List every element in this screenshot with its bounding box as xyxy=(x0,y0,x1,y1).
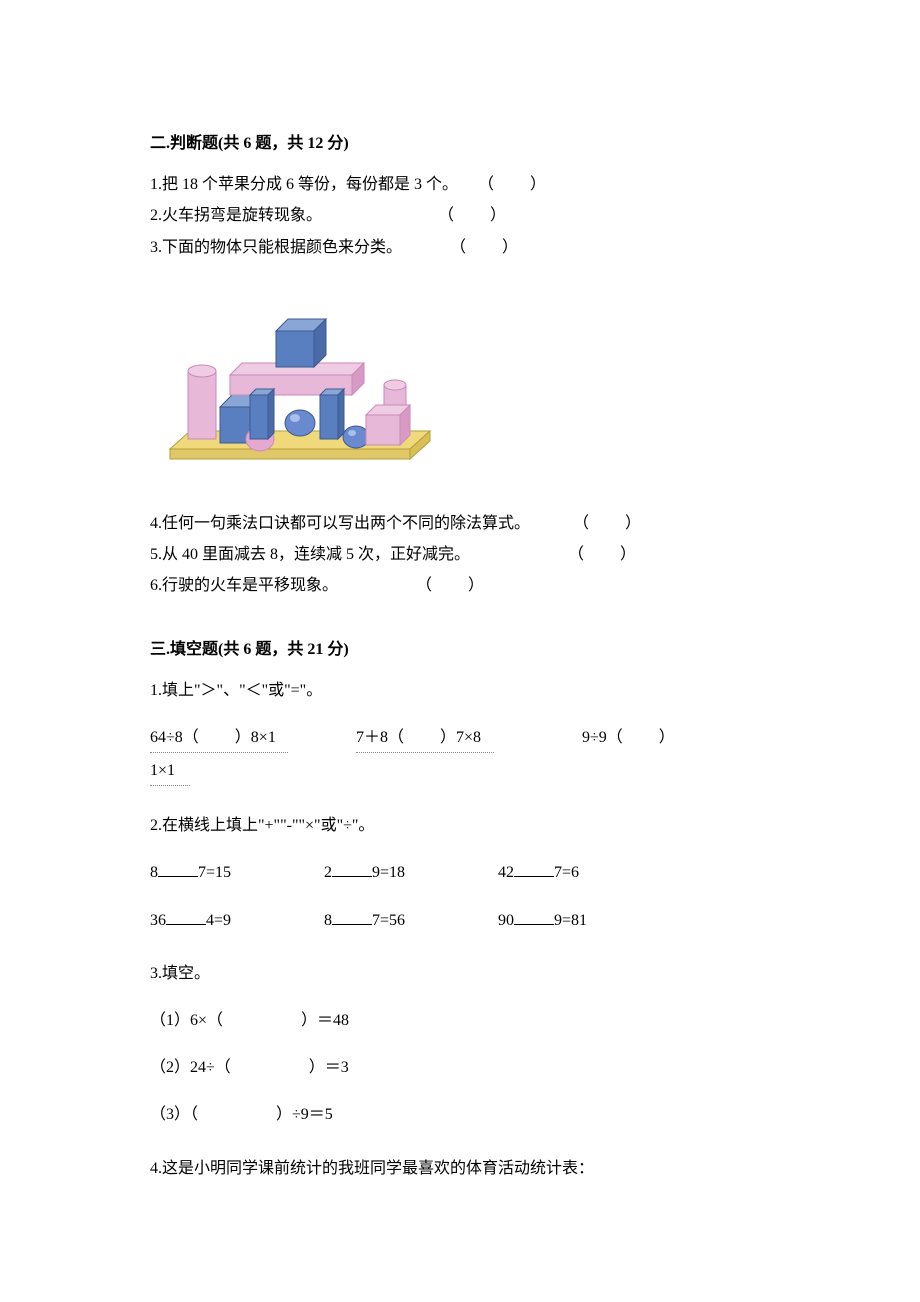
paren-open: （ xyxy=(416,577,432,594)
s3-q1-e1b: ）8×1 xyxy=(235,724,276,751)
paren-open: （ xyxy=(568,546,584,563)
s3-q3-prompt: 3.填空。 xyxy=(150,960,770,987)
s3-q2-1a-l: 8 xyxy=(150,859,158,886)
s3-q3-c-r: ）÷9＝5 xyxy=(276,1106,333,1123)
s2-q2: 2.火车拐弯是旋转现象。 （ ） xyxy=(150,202,770,229)
s3-q3-a: （1）6×（ ）＝48 xyxy=(150,1007,770,1034)
paren-open: （ xyxy=(573,515,589,532)
s3-q1-e1a: 64÷8（ xyxy=(150,724,199,751)
paren-open: （ xyxy=(438,207,454,224)
s2-q1: 1.把 18 个苹果分成 6 等份，每份都是 3 个。 （ ） xyxy=(150,171,770,198)
paren-open: （ xyxy=(478,176,494,193)
paren-close: ） xyxy=(625,515,641,532)
s2-q6: 6.行驶的火车是平移现象。 （ ） xyxy=(150,572,770,599)
s3-q2-2b-l: 8 xyxy=(324,907,332,934)
s3-q3-c: （3）（ ）÷9＝5 xyxy=(150,1101,770,1128)
s3-q2-1c-l: 42 xyxy=(498,859,514,886)
s3-q2-1c-r: 7=6 xyxy=(554,859,579,886)
s2-q4: 4.任何一句乘法口诀都可以写出两个不同的除法算式。 （ ） xyxy=(150,510,770,537)
s3-q1-e3b: ） xyxy=(659,724,675,751)
section3-header: 三.填空题(共 6 题，共 21 分) xyxy=(150,636,770,663)
s2-q6-text: 6.行驶的火车是平移现象。 xyxy=(150,577,338,594)
s3-q3-a-r: ）＝48 xyxy=(301,1012,349,1029)
s3-q3-c-l: （3）（ xyxy=(150,1106,198,1123)
s3-q2-2b-r: 7=56 xyxy=(372,907,405,934)
section2-header: 二.判断题(共 6 题，共 12 分) xyxy=(150,130,770,157)
s3-q2-1b-l: 2 xyxy=(324,859,332,886)
paren-close: ） xyxy=(468,577,484,594)
s3-q3-b-r: ）＝3 xyxy=(309,1059,349,1076)
s3-q2-2a-l: 36 xyxy=(150,907,166,934)
s3-q4: 4.这是小明同学课前统计的我班同学最喜欢的体育活动统计表： xyxy=(150,1155,770,1182)
s3-q2-2a-r: 4=9 xyxy=(206,907,231,934)
s3-q1-e3a: 9÷9（ xyxy=(582,724,623,751)
paren-open: （ xyxy=(450,239,466,256)
s3-q2-row1: 8 7=15 2 9=18 42 7=6 xyxy=(150,859,770,886)
s2-q1-text: 1.把 18 个苹果分成 6 等份，每份都是 3 个。 xyxy=(150,176,458,193)
s3-q1-e2a: 7＋8（ xyxy=(356,724,404,751)
s3-q2-2c-r: 9=81 xyxy=(554,907,587,934)
s2-q3-text: 3.下面的物体只能根据颜色来分类。 xyxy=(150,239,402,256)
s3-q3-b-l: （2）24÷（ xyxy=(150,1059,231,1076)
paren-close: ） xyxy=(620,546,636,563)
s3-q2-prompt: 2.在横线上填上"+""-""×"或"÷"。 xyxy=(150,812,770,839)
s2-q3: 3.下面的物体只能根据颜色来分类。 （ ） xyxy=(150,234,770,261)
s3-q1-wrap: 1×1 xyxy=(150,757,770,786)
paren-close: ） xyxy=(502,239,518,256)
s3-q3-b: （2）24÷（ ）＝3 xyxy=(150,1054,770,1081)
paren-close: ） xyxy=(490,207,506,224)
s3-q2-2c-l: 90 xyxy=(498,907,514,934)
s3-q2-row2: 36 4=9 8 7=56 90 9=81 xyxy=(150,907,770,934)
s3-q1-row: 64÷8（ ）8×1 7＋8（ ）7×8 9÷9（ ） xyxy=(150,724,770,753)
blocks-figure xyxy=(160,281,770,480)
s2-q2-text: 2.火车拐弯是旋转现象。 xyxy=(150,207,322,224)
s2-q5-text: 5.从 40 里面减去 8，连续减 5 次，正好减完。 xyxy=(150,546,470,563)
s3-q2-1b-r: 9=18 xyxy=(372,859,405,886)
s2-q5: 5.从 40 里面减去 8，连续减 5 次，正好减完。 （ ） xyxy=(150,541,770,568)
s3-q2-1a-r: 7=15 xyxy=(198,859,231,886)
s3-q1-e2b: ）7×8 xyxy=(440,724,481,751)
paren-close: ） xyxy=(530,176,546,193)
s3-q3-a-l: （1）6×（ xyxy=(150,1012,223,1029)
s3-q1-prompt: 1.填上"＞"、"＜"或"="。 xyxy=(150,677,770,704)
s2-q4-text: 4.任何一句乘法口诀都可以写出两个不同的除法算式。 xyxy=(150,515,530,532)
